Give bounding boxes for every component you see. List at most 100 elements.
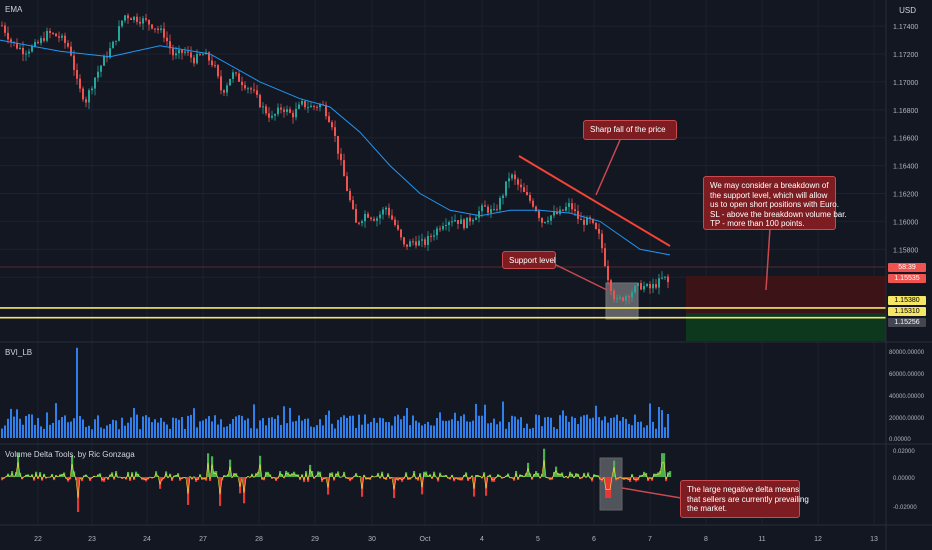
bvi-volume-bar (466, 421, 468, 438)
bvi-volume-bar (181, 417, 183, 438)
candle-body (400, 229, 402, 238)
bvi-volume-bar (115, 420, 117, 438)
candle-body (70, 46, 72, 56)
delta-tick-label: -0.02000 (893, 505, 917, 511)
candle-body (364, 213, 366, 222)
bvi-volume-bar (481, 415, 483, 438)
bvi-volume-bar (490, 422, 492, 438)
candle-body (463, 219, 465, 229)
bvi-volume-bar (130, 417, 132, 438)
bvi-volume-bar (400, 419, 402, 438)
sharp-fall-callout[interactable]: Sharp fall of the price (583, 120, 677, 140)
candle-body (295, 108, 297, 118)
bvi-volume-bar (28, 414, 30, 438)
candle-body (652, 284, 654, 289)
candle-body (298, 104, 300, 109)
bvi-volume-bar (271, 417, 273, 438)
bvi-volume-bar (580, 416, 582, 438)
candle-body (565, 206, 567, 211)
candle-body (217, 65, 219, 77)
bvi-volume-bar (25, 415, 27, 438)
bvi-volume-bar (502, 401, 504, 438)
candle-body (418, 240, 420, 246)
bvi-volume-bar (139, 429, 141, 438)
candle-body (361, 221, 363, 224)
candle-body (511, 174, 513, 179)
candle-body (142, 18, 144, 24)
candle-body (340, 153, 342, 161)
target-price-tag: 1.15256 (888, 318, 926, 327)
trade-idea-callout[interactable]: We may consider a breakdown of the suppo… (703, 176, 847, 230)
bvi-volume-bar (46, 412, 48, 438)
bvi-tick-label: 0.00000 (889, 437, 911, 443)
bvi-volume-bar (40, 426, 42, 438)
candle-body (415, 241, 417, 246)
bvi-volume-bar (505, 428, 507, 438)
bvi-volume-bar (157, 422, 159, 438)
delta-bar (555, 466, 558, 477)
bvi-volume-bar (559, 415, 561, 438)
support-lines[interactable] (0, 307, 886, 319)
candle-body (133, 16, 135, 20)
bvi-volume-bar (424, 423, 426, 438)
bvi-volume-bar (361, 424, 363, 438)
candle-body (328, 116, 330, 123)
candle-body (604, 248, 606, 266)
time-tick-label: 5 (536, 536, 540, 543)
candle-body (526, 191, 528, 195)
delta-bar (317, 471, 320, 477)
candles (1, 13, 669, 305)
idea-pointer (765, 227, 771, 291)
candle-body (613, 290, 615, 300)
bvi-volume-bar (613, 417, 615, 438)
bvi-volume-bar (541, 426, 543, 438)
candle-body (91, 88, 93, 91)
candle-body (379, 214, 381, 219)
candle-body (4, 25, 6, 33)
candle-body (130, 18, 132, 20)
bvi-volume-bar (346, 417, 348, 438)
delta-tick-label: 0.02000 (893, 449, 915, 455)
candle-body (247, 88, 249, 90)
bvi-volume-bar (637, 421, 639, 438)
bvi-indicator-title[interactable]: BVI_LB (5, 348, 33, 357)
bvi-volume-bar (391, 425, 393, 438)
candle-body (73, 55, 75, 70)
ema-indicator-title[interactable]: EMA (5, 5, 23, 14)
delta-bar (607, 477, 610, 498)
candle-body (271, 115, 273, 118)
candle-body (115, 40, 117, 42)
candle-body (274, 114, 276, 116)
bvi-volume-bar (496, 424, 498, 438)
candle-body (553, 211, 555, 216)
support-level-callout[interactable]: Support level (502, 251, 556, 269)
bvi-volume-bar (631, 425, 633, 438)
candle-body (571, 203, 573, 210)
candle-body (544, 222, 546, 224)
bvi-tick-label: 80000.00000 (889, 350, 925, 356)
candle-body (355, 208, 357, 223)
time-tick-label: 22 (34, 536, 42, 543)
support-level-1-tag: 1.15380 (888, 296, 926, 305)
bvi-volume-bar (658, 406, 660, 438)
delta-explanation-callout[interactable]: The large negative delta means that sell… (680, 480, 809, 518)
bvi-volume-bar (205, 418, 207, 438)
time-tick-label: 11 (758, 536, 765, 543)
bvi-volume-bar (160, 417, 162, 438)
bvi-volume-bar (274, 418, 276, 438)
candle-body (637, 283, 639, 286)
bvi-volume-bar (562, 410, 564, 438)
bvi-volume-bar (328, 410, 330, 438)
bvi-volume-bar (358, 414, 360, 438)
bvi-volume-bar (52, 422, 54, 438)
candle-body (55, 33, 57, 37)
candle-body (118, 26, 120, 41)
candle-body (439, 228, 441, 230)
candle-body (343, 160, 345, 177)
bvi-volume-bar (601, 420, 603, 438)
sharp-fall-trendline[interactable] (518, 155, 671, 247)
bvi-volume-bar (169, 428, 171, 438)
annotation-lines[interactable] (0, 139, 886, 499)
delta-indicator-title[interactable]: Volume Delta Tools, by Ric Gonzaga (5, 450, 135, 459)
